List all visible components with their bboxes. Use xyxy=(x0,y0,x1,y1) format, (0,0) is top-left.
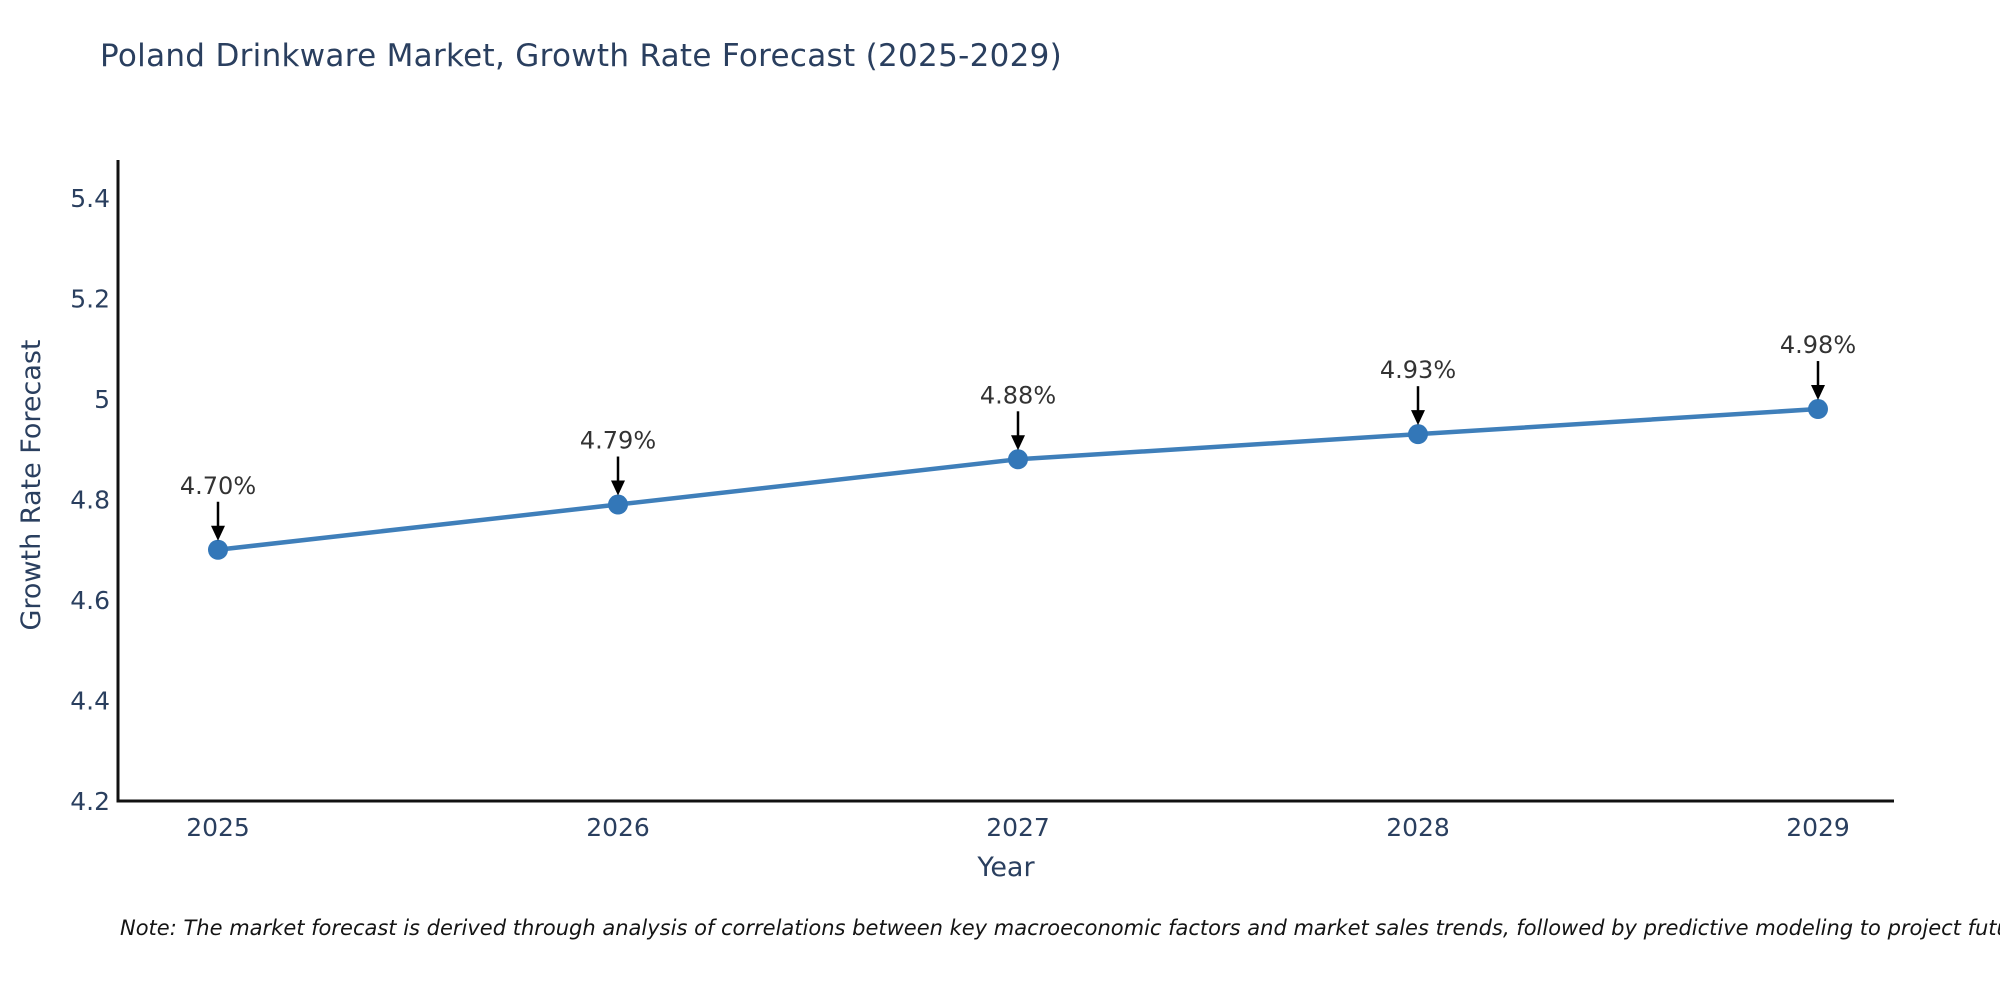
footnote: Note: The market forecast is derived thr… xyxy=(120,916,2000,940)
data-point-label: 4.98% xyxy=(1780,331,1856,359)
data-point-label: 4.88% xyxy=(980,381,1056,409)
chart-title: Poland Drinkware Market, Growth Rate For… xyxy=(100,38,1063,74)
x-tick-label: 2028 xyxy=(1386,813,1450,842)
data-point-label: 4.70% xyxy=(180,472,256,500)
annotation-arrow-head xyxy=(1411,410,1425,426)
y-tick-label: 5.4 xyxy=(70,184,110,213)
data-point-marker xyxy=(1808,399,1828,420)
annotation-arrow-head xyxy=(211,525,225,541)
data-point-marker xyxy=(208,539,228,560)
y-tick-label: 4.6 xyxy=(70,586,110,615)
data-point-marker xyxy=(1408,424,1428,445)
y-tick-label: 4.2 xyxy=(70,787,110,816)
x-tick-label: 2029 xyxy=(1786,813,1850,842)
y-tick-label: 5 xyxy=(94,385,110,414)
y-tick-label: 4.4 xyxy=(70,687,110,716)
x-tick-label: 2027 xyxy=(986,813,1050,842)
data-point-label: 4.93% xyxy=(1380,356,1456,384)
annotation-arrow-head xyxy=(1811,385,1825,401)
y-tick-label: 5.2 xyxy=(70,285,110,314)
y-tick-label: 4.8 xyxy=(70,486,110,515)
x-tick-label: 2025 xyxy=(186,813,250,842)
data-point-marker xyxy=(1008,449,1028,470)
data-point-label: 4.79% xyxy=(580,427,656,455)
annotation-arrow-head xyxy=(611,480,625,496)
data-point-marker xyxy=(608,494,628,515)
x-axis-title: Year xyxy=(977,852,1035,883)
annotation-arrow-head xyxy=(1011,435,1025,451)
x-tick-label: 2026 xyxy=(586,813,650,842)
